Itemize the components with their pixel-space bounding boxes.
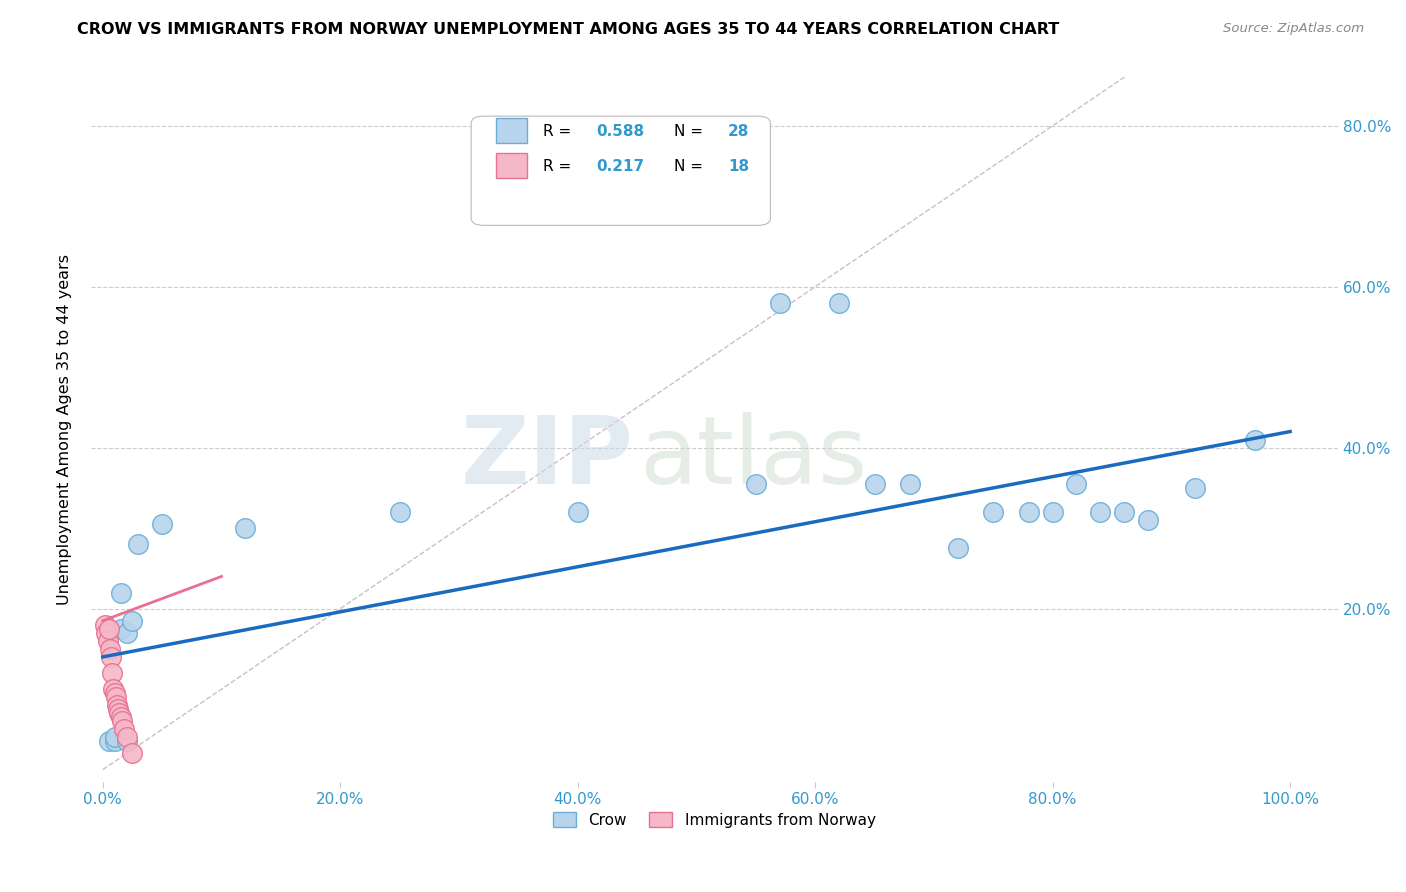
Point — [127, 537, 149, 551]
Point — [1112, 505, 1135, 519]
Point — [96, 625, 118, 640]
Point — [1018, 505, 1040, 519]
Point — [110, 710, 132, 724]
Point — [388, 505, 411, 519]
Point — [1136, 513, 1159, 527]
Text: R =: R = — [544, 159, 576, 174]
Point — [1088, 505, 1111, 519]
Point — [115, 731, 138, 745]
Point — [97, 734, 120, 748]
Point — [108, 706, 131, 721]
Point — [981, 505, 1004, 519]
Point — [115, 734, 138, 748]
Point — [1243, 433, 1265, 447]
Text: ZIP: ZIP — [460, 412, 633, 504]
FancyBboxPatch shape — [471, 116, 770, 226]
Text: N =: N = — [675, 124, 709, 139]
Point — [768, 295, 790, 310]
Point — [121, 747, 143, 761]
Point — [97, 622, 120, 636]
Point — [121, 614, 143, 628]
Point — [150, 517, 173, 532]
Point — [104, 734, 127, 748]
Point — [233, 521, 256, 535]
Point — [828, 295, 851, 310]
Text: 0.588: 0.588 — [596, 124, 644, 139]
Point — [110, 622, 132, 636]
Point — [107, 702, 129, 716]
Point — [101, 665, 124, 680]
Point — [104, 731, 127, 745]
Point — [105, 698, 128, 713]
Text: 0.217: 0.217 — [596, 159, 644, 174]
Point — [115, 625, 138, 640]
Point — [1042, 505, 1064, 519]
Point — [100, 649, 122, 664]
Point — [1066, 476, 1088, 491]
Point — [946, 541, 969, 556]
Point — [98, 641, 121, 656]
Text: 18: 18 — [728, 159, 749, 174]
Bar — [496, 119, 527, 143]
Point — [104, 686, 127, 700]
Point — [94, 617, 117, 632]
Text: R =: R = — [544, 124, 576, 139]
Text: 28: 28 — [728, 124, 749, 139]
Point — [111, 714, 134, 729]
Y-axis label: Unemployment Among Ages 35 to 44 years: Unemployment Among Ages 35 to 44 years — [58, 254, 72, 605]
Point — [863, 476, 886, 491]
Point — [103, 682, 125, 697]
Point — [1184, 481, 1206, 495]
Point — [104, 690, 127, 705]
Point — [112, 723, 135, 737]
Point — [898, 476, 921, 491]
Bar — [496, 153, 527, 178]
Point — [96, 633, 118, 648]
Point — [110, 585, 132, 599]
Text: atlas: atlas — [640, 412, 868, 504]
Legend: Crow, Immigrants from Norway: Crow, Immigrants from Norway — [547, 805, 882, 834]
Text: CROW VS IMMIGRANTS FROM NORWAY UNEMPLOYMENT AMONG AGES 35 TO 44 YEARS CORRELATIO: CROW VS IMMIGRANTS FROM NORWAY UNEMPLOYM… — [77, 22, 1060, 37]
Text: N =: N = — [675, 159, 709, 174]
Point — [567, 505, 589, 519]
Text: Source: ZipAtlas.com: Source: ZipAtlas.com — [1223, 22, 1364, 36]
Point — [745, 476, 768, 491]
